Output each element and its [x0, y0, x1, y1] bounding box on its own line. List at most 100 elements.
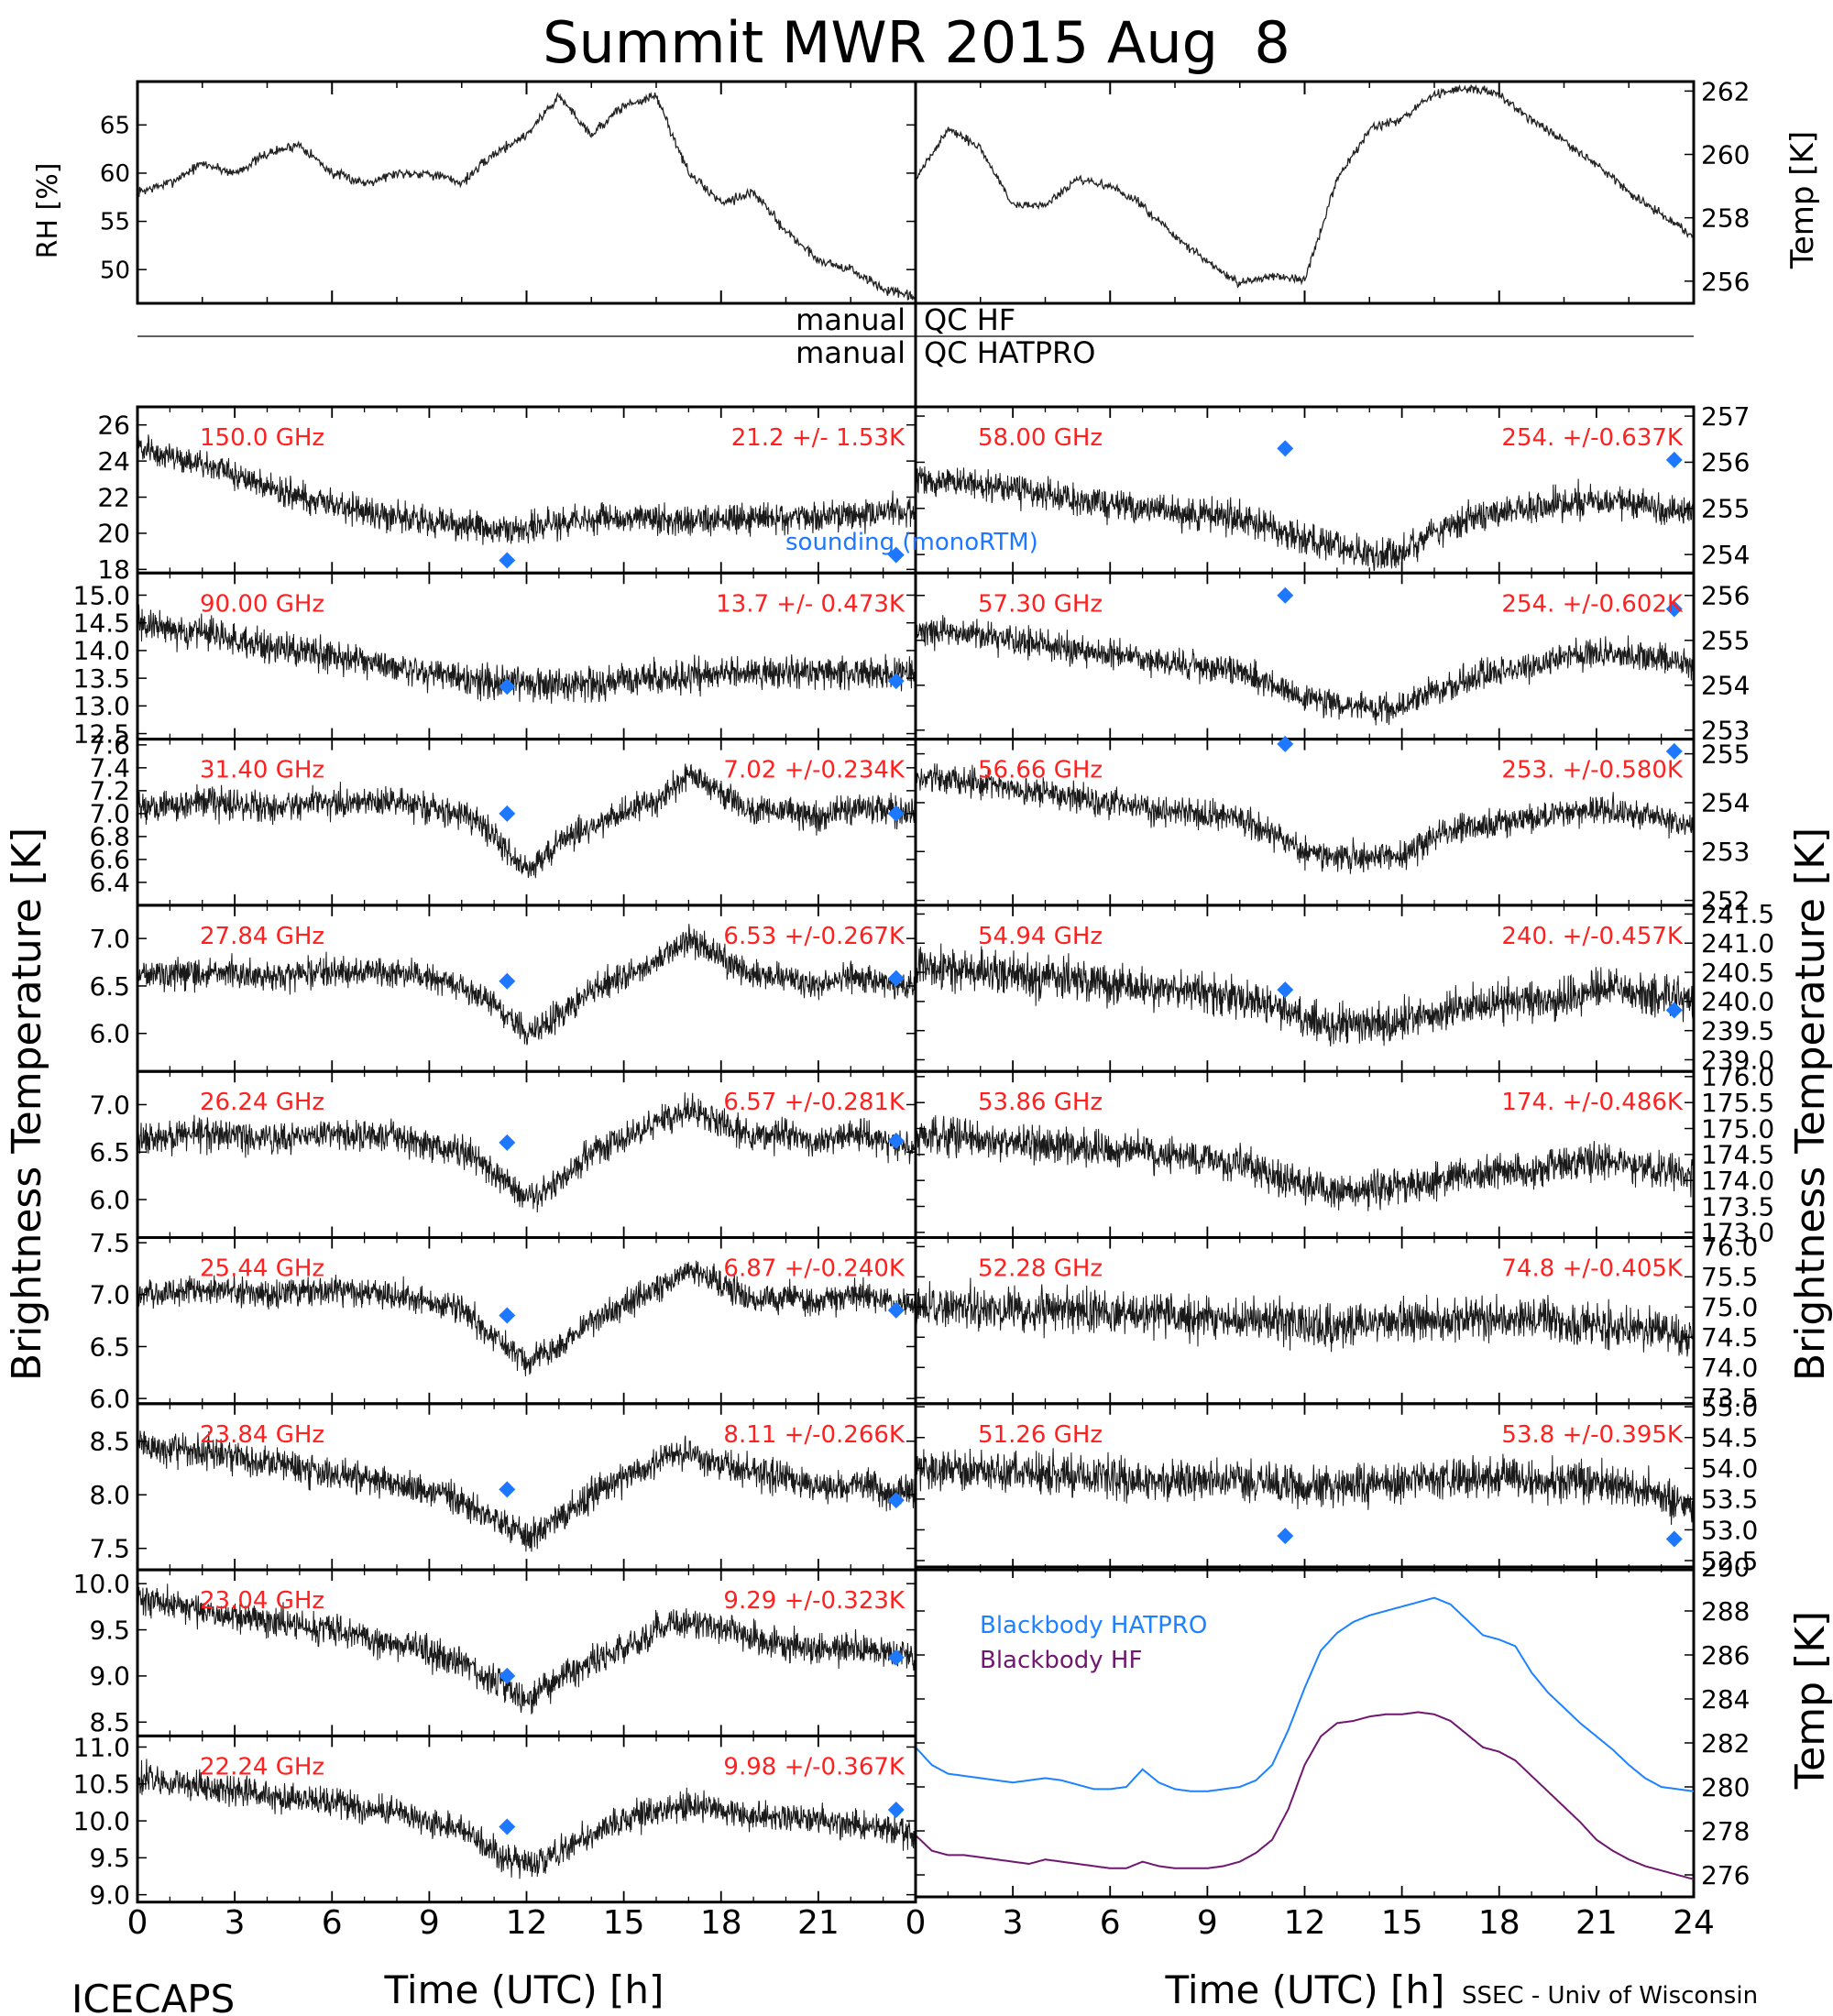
- blackbody-panel: 276 278 280 282 284 286 288 290: [914, 1552, 1750, 1899]
- sounding-marker: [1277, 981, 1294, 999]
- rh-axis-label: RH [%]: [32, 163, 64, 259]
- y-tick-label: 258: [1701, 203, 1750, 234]
- y-tick-label: 6.5: [89, 1331, 130, 1362]
- x-tick-label: 6: [1100, 1904, 1121, 1942]
- sounding-marker: [499, 1667, 516, 1684]
- x-tick-label: 21: [797, 1904, 840, 1942]
- x-tick-label: 0: [906, 1904, 927, 1942]
- brightness-trace: [915, 1277, 1695, 1357]
- y-tick-label: 254: [1701, 788, 1750, 818]
- x-axis-label-left: Time (UTC) [h]: [384, 1967, 664, 2012]
- channel-freq-label: 26.24 GHz: [200, 1089, 324, 1116]
- channel-freq-label: 56.66 GHz: [978, 757, 1103, 784]
- sounding-marker: [499, 1134, 516, 1151]
- channel-stats-label: 8.11 +/-0.266K: [723, 1421, 906, 1449]
- channel-freq-label: 150.0 GHz: [200, 424, 324, 452]
- channel-stats-label: 240. +/-0.457K: [1501, 923, 1684, 950]
- channel-panel: 9.0 9.5 10.0 10.5 11.0 22.24 GHz 9.98 +/-0.367…: [73, 1732, 917, 1910]
- y-tick-label: 255: [1701, 494, 1750, 524]
- y-tick-label: 255: [1701, 626, 1750, 656]
- sounding-marker: [1665, 600, 1683, 618]
- y-tick-label: 26: [97, 411, 130, 441]
- y-tick-label: 255: [1701, 739, 1750, 769]
- temp-trace: [915, 83, 1694, 289]
- sounding-marker: [887, 1132, 905, 1149]
- channel-stats-label: 253. +/-0.580K: [1501, 757, 1684, 784]
- y-tick-label: 75.5: [1701, 1262, 1758, 1292]
- sounding-marker: [499, 552, 516, 569]
- x-tick-label: 21: [1575, 1904, 1618, 1942]
- temp-bb-axis-label: Temp [K]: [1787, 1611, 1833, 1790]
- y-tick-label: 240.5: [1701, 958, 1774, 988]
- y-tick-label: 54.0: [1701, 1453, 1758, 1484]
- y-tick-label: 6.0: [89, 1384, 130, 1414]
- brightness-trace: [915, 1448, 1695, 1526]
- y-tick-label: 240.0: [1701, 987, 1774, 1017]
- channel-freq-label: 31.40 GHz: [200, 757, 324, 784]
- y-tick-label: 280: [1701, 1772, 1750, 1802]
- brightness-trace: [137, 604, 916, 704]
- bb-hatpro-line: [915, 1596, 1695, 1792]
- y-tick-label: 252: [1701, 885, 1750, 915]
- channel-panel: 73.574.074.575.075.576.0 52.28 GHz 74.8 +/…: [914, 1232, 1758, 1413]
- y-tick-label: 6.6: [89, 845, 130, 875]
- channel-freq-label: 53.86 GHz: [978, 1089, 1103, 1116]
- sounding-marker: [1665, 742, 1683, 760]
- brightness-trace: [137, 1260, 916, 1376]
- channel-panel: 52.553.053.554.054.555.0 51.26 GHz 53.8 +/…: [914, 1392, 1758, 1576]
- sounding-marker: [887, 1492, 905, 1509]
- y-tick-label: 53.0: [1701, 1515, 1758, 1545]
- y-tick-label: 6.5: [89, 1137, 130, 1167]
- sounding-marker: [1665, 1530, 1683, 1548]
- y-tick-label: 74.0: [1701, 1353, 1758, 1383]
- y-tick-label: 10.0: [73, 1806, 130, 1836]
- y-tick-label: 20: [97, 519, 130, 549]
- brightness-trace: [915, 943, 1695, 1046]
- footer-icecaps: ICECAPS: [71, 1977, 235, 2016]
- sounding-marker: [499, 972, 516, 990]
- y-tick-label: 9.0: [89, 1661, 130, 1692]
- y-tick-label: 13.5: [73, 663, 130, 694]
- x-tick-label: 9: [419, 1904, 440, 1942]
- y-tick-label: 174.5: [1701, 1140, 1774, 1170]
- sounding-marker: [499, 1818, 516, 1835]
- y-tick-label: 6.8: [89, 822, 130, 852]
- sounding-marker: [887, 970, 905, 987]
- y-tick-label: 7.2: [89, 776, 130, 806]
- brightness-trace: [137, 1430, 916, 1552]
- y-tick-label: 254: [1701, 671, 1750, 701]
- top-panel: 50 55 60 65 256 258 260 262: [100, 76, 1750, 407]
- brightness-trace: [137, 924, 916, 1046]
- y-tick-label: 7.5: [89, 1228, 130, 1258]
- y-tick-label: 6.0: [89, 1185, 130, 1215]
- y-tick-label: 262: [1701, 76, 1750, 106]
- y-tick-label: 14.5: [73, 608, 130, 638]
- channel-stats-label: 7.02 +/-0.234K: [723, 757, 906, 784]
- y-tick-label: 175.5: [1701, 1088, 1774, 1118]
- channel-panel: 252 253 254 255 56.66 GHz 253. +/-0.580K: [914, 735, 1750, 915]
- x-tick-label: 12: [1284, 1904, 1326, 1942]
- y-tick-label: 282: [1701, 1728, 1750, 1759]
- y-tick-label: 24: [97, 446, 130, 477]
- channel-stats-label: 21.2 +/- 1.53K: [731, 424, 906, 452]
- sounding-marker: [1665, 1002, 1683, 1019]
- x-tick-label: 15: [603, 1904, 645, 1942]
- sounding-marker: [887, 805, 905, 822]
- channel-panel: 6.0 6.5 7.0 27.84 GHz 6.53 +/-0.267K: [89, 904, 917, 1073]
- y-tick-label: 60: [100, 160, 130, 188]
- y-tick-label: 256: [1701, 447, 1750, 477]
- y-tick-label: 290: [1701, 1552, 1750, 1583]
- y-tick-label: 76.0: [1701, 1232, 1758, 1262]
- x-tick-label: 12: [506, 1904, 548, 1942]
- temp-top-axis-label: Temp [K]: [1784, 131, 1821, 269]
- y-tick-label: 10.5: [73, 1769, 130, 1800]
- y-tick-label: 6.5: [89, 971, 130, 1002]
- channel-stats-label: 254. +/-0.637K: [1501, 424, 1684, 452]
- x-tick-label: 18: [700, 1904, 742, 1942]
- brightness-trace: [915, 763, 1695, 874]
- channel-stats-label: 6.57 +/-0.281K: [723, 1089, 906, 1116]
- x-tick-label: 18: [1478, 1904, 1520, 1942]
- qc-hf-manual: manual: [796, 302, 906, 337]
- brightness-trace: [137, 763, 916, 879]
